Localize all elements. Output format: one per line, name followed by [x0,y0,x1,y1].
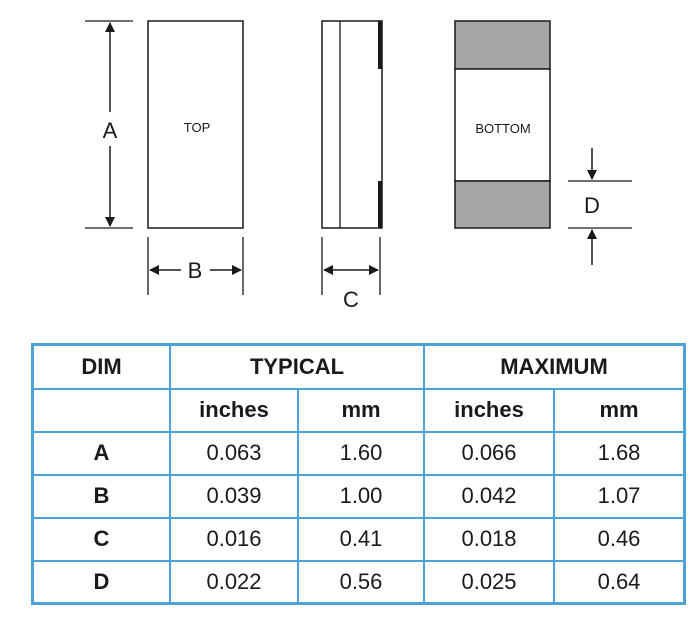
table-header-row: DIM TYPICAL MAXIMUM [34,346,684,390]
bottom-view-terminal-top [454,20,551,70]
top-view-body [147,20,244,229]
side-view-body [321,20,383,229]
dimension-table-grid: DIM TYPICAL MAXIMUM inches mm inches mm … [34,346,684,602]
row-dim: D [34,559,171,602]
table-row: C 0.016 0.41 0.018 0.46 [34,516,684,562]
table-row: A 0.063 1.60 0.066 1.68 [34,430,684,476]
cell-maximum-mm: 1.07 [552,473,684,519]
cell-maximum-mm: 1.68 [552,430,684,476]
top-view-label: TOP [184,120,211,135]
cell-typical-mm: 0.56 [297,559,425,602]
cell-typical-inches: 0.016 [169,516,299,562]
bottom-view-terminal-bottom [454,180,551,229]
table-row: B 0.039 1.00 0.042 1.07 [34,473,684,519]
side-view-terminal-bottom [378,181,382,228]
subheader-typical-mm: mm [297,388,425,433]
cell-typical-mm: 1.60 [297,430,425,476]
cell-typical-inches: 0.022 [169,559,299,602]
header-dim: DIM [34,346,171,390]
dim-c-label: C [343,287,359,312]
cell-maximum-inches: 0.025 [423,559,555,602]
header-maximum: MAXIMUM [422,346,684,390]
cell-maximum-inches: 0.018 [423,516,555,562]
dim-d-label: D [584,193,600,218]
row-dim: C [34,516,171,562]
header-typical: TYPICAL [169,346,425,390]
cell-typical-mm: 1.00 [297,473,425,519]
table-subheader-row: inches mm inches mm [34,388,684,433]
row-dim: B [34,473,171,519]
subheader-maximum-mm: mm [552,388,684,433]
bottom-view-label: BOTTOM [475,121,530,136]
cell-maximum-mm: 0.46 [552,516,684,562]
component-outline-drawing: TOP A B C BOTTOM D [85,20,632,312]
side-view-terminal-top [378,21,382,69]
cell-typical-mm: 0.41 [297,516,425,562]
cell-typical-inches: 0.063 [169,430,299,476]
dim-a-label: A [103,118,118,143]
cell-maximum-inches: 0.066 [423,430,555,476]
cell-typical-inches: 0.039 [169,473,299,519]
subheader-maximum-inches: inches [423,388,555,433]
row-dim: A [34,430,171,476]
dim-b-label: B [188,258,203,283]
subheader-typical-inches: inches [169,388,299,433]
cell-maximum-mm: 0.64 [552,559,684,602]
dimension-table: DIM TYPICAL MAXIMUM inches mm inches mm … [31,343,686,605]
table-row: D 0.022 0.56 0.025 0.64 [34,559,684,602]
cell-maximum-inches: 0.042 [423,473,555,519]
subheader-empty [34,388,171,433]
